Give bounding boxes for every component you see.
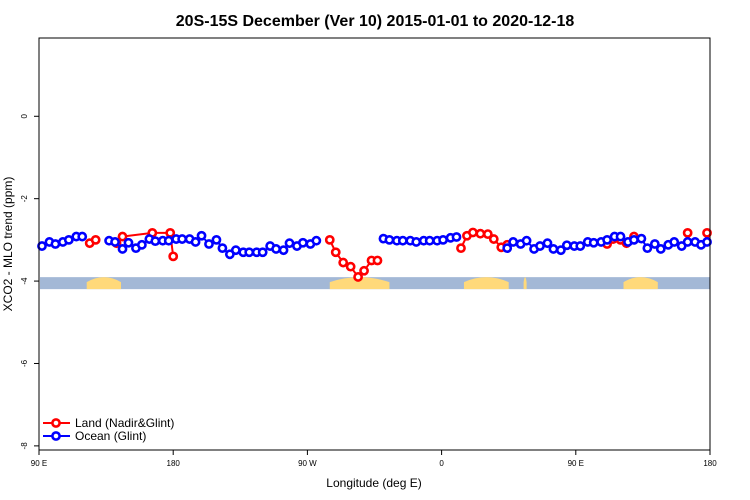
y-tick-label-1: -2 — [20, 195, 29, 203]
data-point-1-1-19 — [230, 245, 241, 256]
data-point-0-3-5 — [488, 234, 499, 244]
land-band-0 — [86, 277, 122, 290]
data-point-1-1-2 — [117, 244, 128, 254]
data-point-1-4-5 — [655, 244, 666, 254]
data-point-1-3-15 — [602, 234, 613, 245]
data-point-1-3-3 — [521, 235, 532, 246]
data-point-1-2-3 — [397, 235, 408, 246]
data-point-1-0-2 — [50, 239, 61, 249]
data-point-1-3-1 — [508, 237, 519, 247]
data-point-1-1-16 — [211, 234, 222, 245]
data-point-0-2-2 — [338, 257, 349, 268]
data-point-1-1-23 — [257, 247, 268, 258]
data-point-1-4-9 — [682, 237, 693, 247]
data-point-0-2-7 — [372, 255, 383, 266]
data-point-0-1-3 — [165, 227, 176, 238]
data-point-0-3-4 — [482, 229, 493, 240]
y-axis: 0 -2 -4 -6 -8 — [20, 114, 39, 450]
data-point-1-4-7 — [669, 237, 680, 247]
data-point-1-1-31 — [311, 235, 322, 246]
data-point-1-1-5 — [136, 239, 147, 250]
data-point-1-1-26 — [278, 245, 289, 256]
y-axis-label: XCO2 - MLO trend (ppm) — [1, 177, 15, 312]
data-point-1-4-1 — [629, 234, 639, 245]
data-point-0-1-4 — [168, 251, 179, 262]
data-point-0-2-1 — [330, 247, 341, 258]
data-point-1-1-14 — [196, 230, 207, 241]
data-point-1-2-5 — [411, 237, 422, 247]
legend-label-1: Ocean (Glint) — [75, 429, 146, 443]
x-tick-label-2: 90 W — [298, 459, 317, 468]
data-point-1-1-9 — [163, 235, 174, 246]
data-point-1-3-8 — [555, 245, 566, 256]
data-point-1-3-11 — [575, 241, 586, 251]
y-tick-label-2: -4 — [20, 277, 29, 285]
x-tick-label-5: 180 — [703, 459, 717, 468]
data-point-1-3-7 — [548, 244, 559, 254]
data-point-1-2-9 — [438, 234, 448, 245]
data-point-0-2-0 — [324, 234, 335, 245]
data-point-1-3-5 — [535, 241, 545, 251]
land-band-3 — [523, 277, 527, 290]
data-point-1-4-3 — [642, 243, 653, 254]
data-point-1-1-17 — [217, 243, 228, 254]
land-band-2 — [463, 277, 509, 290]
x-tick-label-4: 90 E — [568, 459, 584, 468]
series-ocean — [37, 230, 712, 260]
data-point-1-3-17 — [615, 231, 626, 242]
data-point-1-2-7 — [424, 235, 435, 246]
y-tick-label-0: 0 — [20, 114, 29, 119]
land-band-1 — [329, 277, 390, 290]
data-point-1-3-0 — [502, 243, 513, 254]
data-point-1-3-9 — [561, 240, 572, 251]
data-point-0-3-2 — [468, 227, 478, 238]
data-point-1-3-13 — [588, 237, 599, 248]
data-point-1-1-1 — [110, 237, 120, 247]
data-point-1-1-25 — [271, 244, 281, 254]
data-point-1-2-11 — [451, 232, 462, 242]
data-point-1-4-12 — [702, 237, 712, 247]
data-point-0-2-4 — [353, 272, 363, 282]
x-axis-label: Longitude (deg E) — [326, 476, 421, 490]
data-point-1-2-1 — [384, 234, 395, 245]
data-point-0-0-1 — [90, 234, 101, 245]
data-point-0-1-1 — [117, 231, 128, 242]
legend: Land (Nadir&Glint)Ocean (Glint) — [43, 416, 174, 443]
data-point-1-1-13 — [190, 237, 201, 247]
data-point-1-1-27 — [284, 238, 295, 249]
data-point-0-6-0 — [702, 227, 712, 238]
data-point-0-3-0 — [456, 243, 466, 254]
data-point-0-2-5 — [359, 265, 369, 276]
land-band-4 — [623, 277, 658, 290]
x-axis: 90 E 180 90 W 0 90 E 180 — [31, 450, 717, 468]
chart-title: 20S-15S December (Ver 10) 2015-01-01 to … — [176, 13, 575, 30]
data-point-1-3-6 — [542, 238, 553, 249]
x-tick-label-3: 0 — [439, 459, 444, 468]
x-tick-label-1: 180 — [167, 459, 181, 468]
surface-band — [40, 277, 710, 290]
series-layer — [37, 227, 712, 282]
y-tick-label-4: -8 — [20, 442, 29, 450]
data-point-1-1-7 — [150, 236, 161, 247]
data-point-1-0-4 — [63, 234, 74, 245]
data-point-0-2-3 — [345, 261, 356, 272]
x-tick-label-0: 90 E — [31, 459, 47, 468]
legend-marker-0 — [51, 418, 61, 428]
data-point-1-0-6 — [77, 231, 88, 242]
data-point-1-1-29 — [298, 237, 308, 248]
legend-label-0: Land (Nadir&Glint) — [75, 416, 174, 430]
plot-frame — [38, 37, 711, 451]
data-point-1-1-15 — [204, 239, 214, 249]
data-point-1-1-11 — [177, 234, 188, 244]
data-point-1-4-4 — [649, 239, 660, 249]
data-point-0-3-3 — [475, 228, 486, 239]
y-tick-label-3: -6 — [20, 359, 29, 367]
data-point-0-5-0 — [682, 227, 693, 238]
data-point-1-1-21 — [244, 247, 255, 258]
legend-marker-1 — [51, 431, 61, 441]
data-point-1-4-2 — [636, 233, 647, 244]
data-point-1-1-3 — [123, 237, 134, 248]
data-point-1-0-0 — [37, 241, 47, 251]
